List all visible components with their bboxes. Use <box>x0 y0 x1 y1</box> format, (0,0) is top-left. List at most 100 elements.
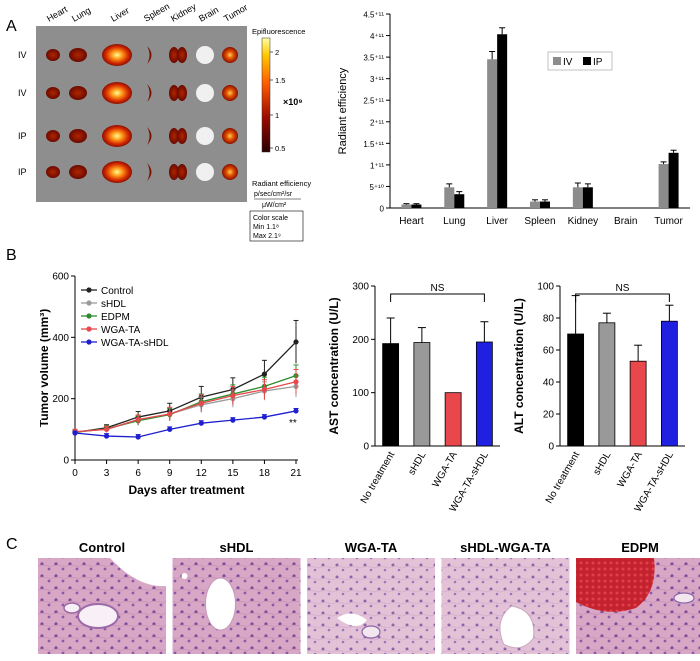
kidney-image <box>169 164 179 180</box>
legend-label: IP <box>593 57 603 68</box>
heart-image <box>46 87 60 99</box>
y-tick-label: 2.5⁺¹¹ <box>363 97 384 106</box>
panel-label-c: C <box>6 536 18 553</box>
color-scale-box <box>249 210 304 242</box>
significance-annotation: NS <box>616 283 630 294</box>
lung-image <box>69 86 87 100</box>
vessel-lumen <box>77 603 119 629</box>
colorbar-unit-num: p/sec/cm²/sr <box>254 191 293 198</box>
x-tick-label: Lung <box>443 216 465 227</box>
y-tick-label: 0 <box>548 442 554 453</box>
y-tick-label: 0 <box>363 442 369 453</box>
vessel-lumen <box>361 625 381 639</box>
y-tick-label: 3⁺¹¹ <box>370 75 384 84</box>
lung-image <box>69 165 87 179</box>
bar-iv <box>658 164 669 208</box>
y-tick-label: 80 <box>543 314 555 325</box>
colorbar <box>261 37 271 153</box>
y-tick-label: 0 <box>380 205 385 214</box>
y-axis-title: ALT concentration (U/L) <box>512 298 526 434</box>
x-tick-label: Kidney <box>568 216 599 227</box>
significance-annotation: NS <box>431 283 445 294</box>
organ-label: Tumor <box>222 2 249 23</box>
x-tick-label: 18 <box>259 468 271 479</box>
y-axis-title: Tumor volume (mm³) <box>40 309 51 427</box>
bar-iv <box>530 201 540 208</box>
legend-label: sHDL <box>101 299 126 310</box>
data-point <box>135 416 141 423</box>
histology-image <box>307 558 435 654</box>
x-tick-label: 15 <box>227 468 239 479</box>
data-point <box>293 408 299 414</box>
organ-label: Kidney <box>169 1 198 24</box>
colorbar-tick-label: 1 <box>275 111 279 120</box>
bar-ip <box>411 204 422 208</box>
bar-iv <box>401 204 412 208</box>
colorbar-title: Epifluorescence <box>252 27 305 36</box>
x-tick-label: 0 <box>72 468 78 479</box>
spleen-image <box>147 127 152 145</box>
histology-title: sHDL-WGA-TA <box>460 540 551 555</box>
spleen-image <box>147 84 152 102</box>
vessel-lumen <box>110 558 166 587</box>
x-tick-label: sHDL <box>406 450 428 478</box>
vessel-lumen <box>205 577 236 631</box>
alt-concentration-chart: 0 20 40 60 80 100 ALT concentration (U/L) No tr… <box>512 282 685 514</box>
heart-image <box>46 130 60 142</box>
legend-label: WGA-TA <box>101 325 141 336</box>
tumor-image <box>222 128 238 144</box>
y-tick-label: 20 <box>543 410 555 421</box>
legend-swatch <box>583 57 591 65</box>
x-tick-label: WGA-TA <box>616 450 645 490</box>
x-tick-label: Brain <box>614 216 637 227</box>
x-axis-title: Days after treatment <box>128 483 244 497</box>
bar-iv <box>572 187 583 208</box>
organ-label: Lung <box>70 5 92 24</box>
lung-image <box>69 129 87 143</box>
y-axis-title: AST concentration (U/L) <box>327 297 341 434</box>
y-tick-label: 300 <box>352 282 369 293</box>
kidney-image <box>169 85 179 101</box>
x-tick-label: 9 <box>167 468 173 479</box>
color-scale-line: Color scale <box>253 215 288 222</box>
heart-image <box>46 49 60 61</box>
y-tick-label: 100 <box>352 388 369 399</box>
y-tick-label: 1.5⁺¹¹ <box>363 140 384 149</box>
radiant-efficiency-chart: 0 5⁺¹⁰ 1⁺¹¹ 1.5⁺¹¹ 2⁺¹¹ 2.5⁺¹¹ 3⁺¹¹ 3.5⁺¹¹ 4⁺¹¹ 4… <box>337 11 690 227</box>
data-point <box>198 400 204 406</box>
colorbar-scale-label: ×10⁹ <box>283 97 303 107</box>
histology-images: Control sHDL WGA-TA sHDL-WGA-TA EDPM <box>38 540 700 654</box>
x-tick-label: Heart <box>399 216 424 227</box>
y-tick-label: 100 <box>537 282 554 293</box>
bar <box>598 322 616 447</box>
series-line <box>74 410 297 438</box>
legend-label: EDPM <box>101 312 130 323</box>
series-line <box>74 381 297 433</box>
histology-title: EDPM <box>621 540 659 555</box>
y-tick-label: 60 <box>543 346 555 357</box>
legend-label: WGA-TA-sHDL <box>101 338 169 349</box>
data-point <box>72 430 78 436</box>
vessel-lumen <box>337 613 367 627</box>
panel-label-a: A <box>6 18 17 35</box>
y-tick-label: 200 <box>52 394 69 405</box>
ast-concentration-chart: 0 100 200 300 AST concentration (U/L) No trea… <box>327 282 500 514</box>
y-tick-label: 400 <box>52 333 69 344</box>
panel-label-b: B <box>6 247 17 264</box>
y-tick-label: 40 <box>543 378 555 389</box>
vessel-lumen <box>673 592 695 604</box>
bar <box>475 341 493 447</box>
color-scale-line: Min 1.1⁸ <box>253 224 279 231</box>
imaging-background <box>36 26 247 202</box>
kidney-image <box>169 128 179 144</box>
colorbar-tick-label: 0.5 <box>275 144 285 153</box>
colorbar-unit-den: μW/cm² <box>262 202 287 209</box>
liver-image <box>102 125 132 147</box>
series-line <box>74 341 297 434</box>
data-point <box>230 417 236 423</box>
significance-bracket <box>390 293 485 302</box>
x-tick-label: Tumor <box>654 216 683 227</box>
colorbar-tick-label: 2 <box>275 48 279 57</box>
data-point <box>293 339 299 345</box>
